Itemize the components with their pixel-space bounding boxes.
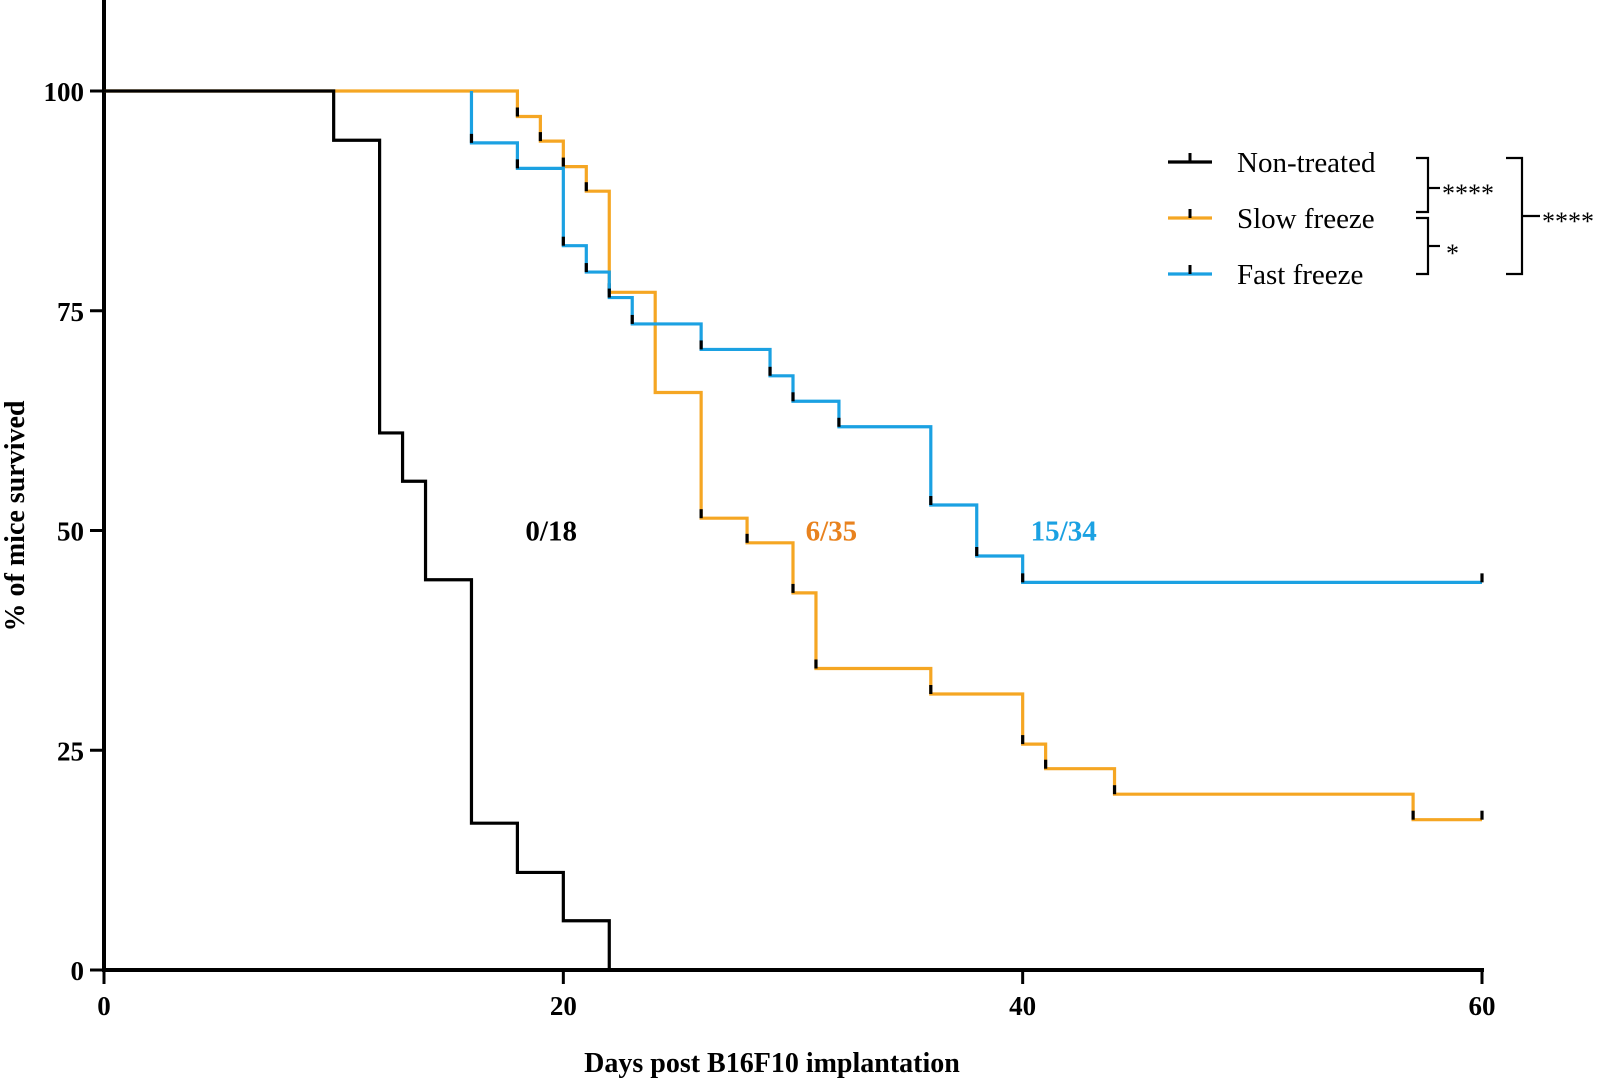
non-treated-ratio-label: 0/18 <box>525 516 577 548</box>
slow-freeze-curve <box>104 89 1482 822</box>
series-group <box>104 89 1484 970</box>
slow-freeze-ratio-label: 6/35 <box>806 516 858 548</box>
slow-freeze-series <box>104 89 1484 822</box>
legend-label: Slow freeze <box>1237 203 1375 235</box>
ratio-labels: 0/18 6/35 15/34 <box>525 516 1096 548</box>
x-tick-label: 0 <box>97 991 111 1021</box>
axes: 0 20 40 60 0 25 50 75 100 <box>44 0 1496 1021</box>
bracket-nontreated-fast <box>1506 156 1524 276</box>
legend-label: Fast freeze <box>1237 259 1363 291</box>
fast-freeze-series <box>469 91 1484 584</box>
significance-label: **** <box>1442 179 1494 208</box>
bracket-nontreated-slow <box>1416 156 1430 214</box>
x-tick-label: 40 <box>1009 991 1036 1021</box>
y-tick-label: 50 <box>57 517 84 547</box>
x-tick-label: 60 <box>1469 991 1496 1021</box>
legend-item-non-treated: Non-treated <box>1168 147 1376 179</box>
x-axis-title: Days post B16F10 implantation <box>584 1048 960 1079</box>
legend-label: Non-treated <box>1237 147 1376 179</box>
legend-item-slow-freeze: Slow freeze <box>1168 203 1375 235</box>
y-tick-label: 75 <box>57 297 84 327</box>
legend-item-fast-freeze: Fast freeze <box>1168 259 1363 291</box>
y-tick-label: 25 <box>57 736 84 766</box>
significance-brackets: ********* <box>1416 156 1594 276</box>
y-tick-label: 100 <box>44 77 85 107</box>
non-treated-curve <box>104 89 611 970</box>
fast-freeze-ratio-label: 15/34 <box>1031 516 1097 548</box>
significance-label: * <box>1446 239 1459 268</box>
y-tick-label: 0 <box>71 956 85 986</box>
significance-label: **** <box>1542 207 1594 236</box>
x-tick-label: 20 <box>550 991 577 1021</box>
bracket-slow-fast <box>1416 216 1430 276</box>
y-axis-title: % of mice survived <box>0 400 31 631</box>
non-treated-series <box>104 89 611 970</box>
